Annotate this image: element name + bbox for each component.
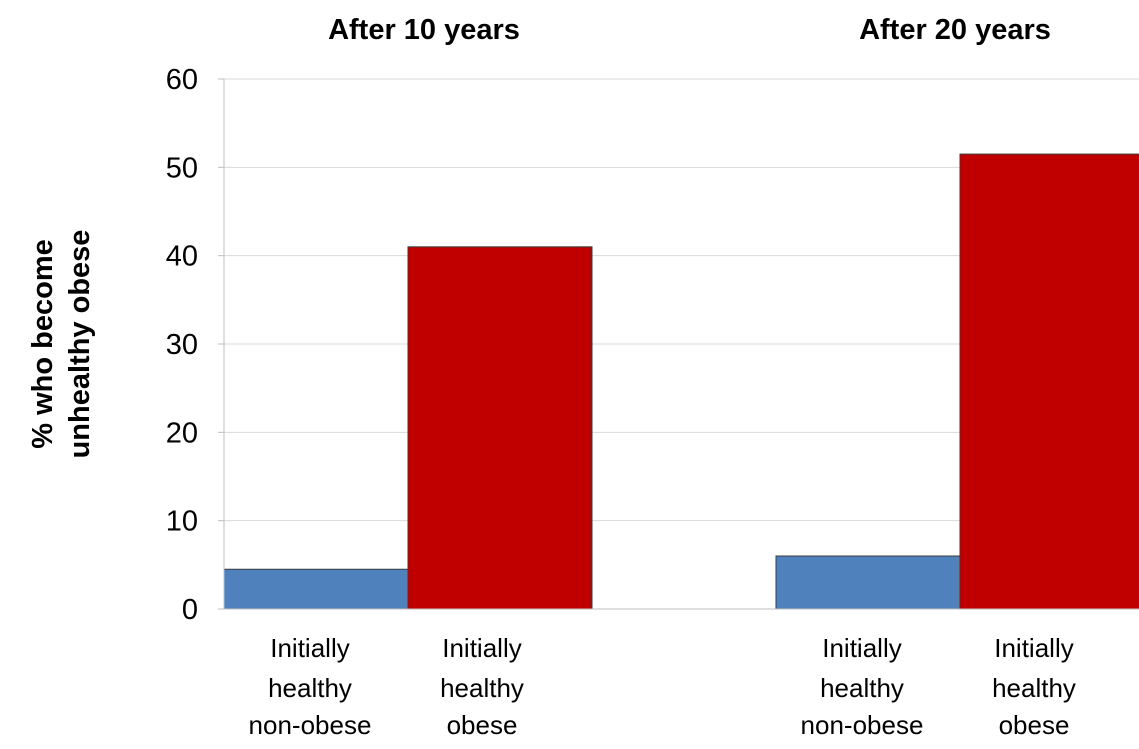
y-tick-label-60: 60 [166, 64, 198, 96]
bar-3 [775, 555, 961, 610]
y-tick-label-50: 50 [166, 152, 198, 184]
y-tick-label-30: 30 [166, 329, 198, 361]
group-titles: After 10 years After 20 years [328, 14, 1051, 46]
y-tick-label-10: 10 [166, 506, 198, 538]
x-category-label-4: Initially healthy obese [992, 633, 1076, 740]
x-category-label-3: Initially healthy non-obese [801, 633, 924, 740]
group-title-2: After 20 years [859, 14, 1051, 46]
bars [223, 153, 1139, 610]
bar-4 [959, 153, 1139, 610]
x-category-label-1: Initially healthy non-obese [249, 633, 372, 740]
y-tick-labels: 0 10 20 30 40 50 60 [166, 64, 198, 626]
group-title-1: After 10 years [328, 14, 520, 46]
y-axis-label: % who become unhealthy obese [27, 230, 96, 459]
y-tick-label-40: 40 [166, 241, 198, 273]
y-tick-label-0: 0 [182, 594, 198, 626]
axes [218, 78, 1139, 610]
y-tick-label-20: 20 [166, 417, 198, 449]
bar-2 [407, 246, 593, 610]
bar-1 [223, 568, 409, 610]
x-category-label-2: Initially healthy obese [440, 633, 524, 740]
x-category-labels: Initially healthy non-obese Initially health… [249, 633, 1076, 740]
